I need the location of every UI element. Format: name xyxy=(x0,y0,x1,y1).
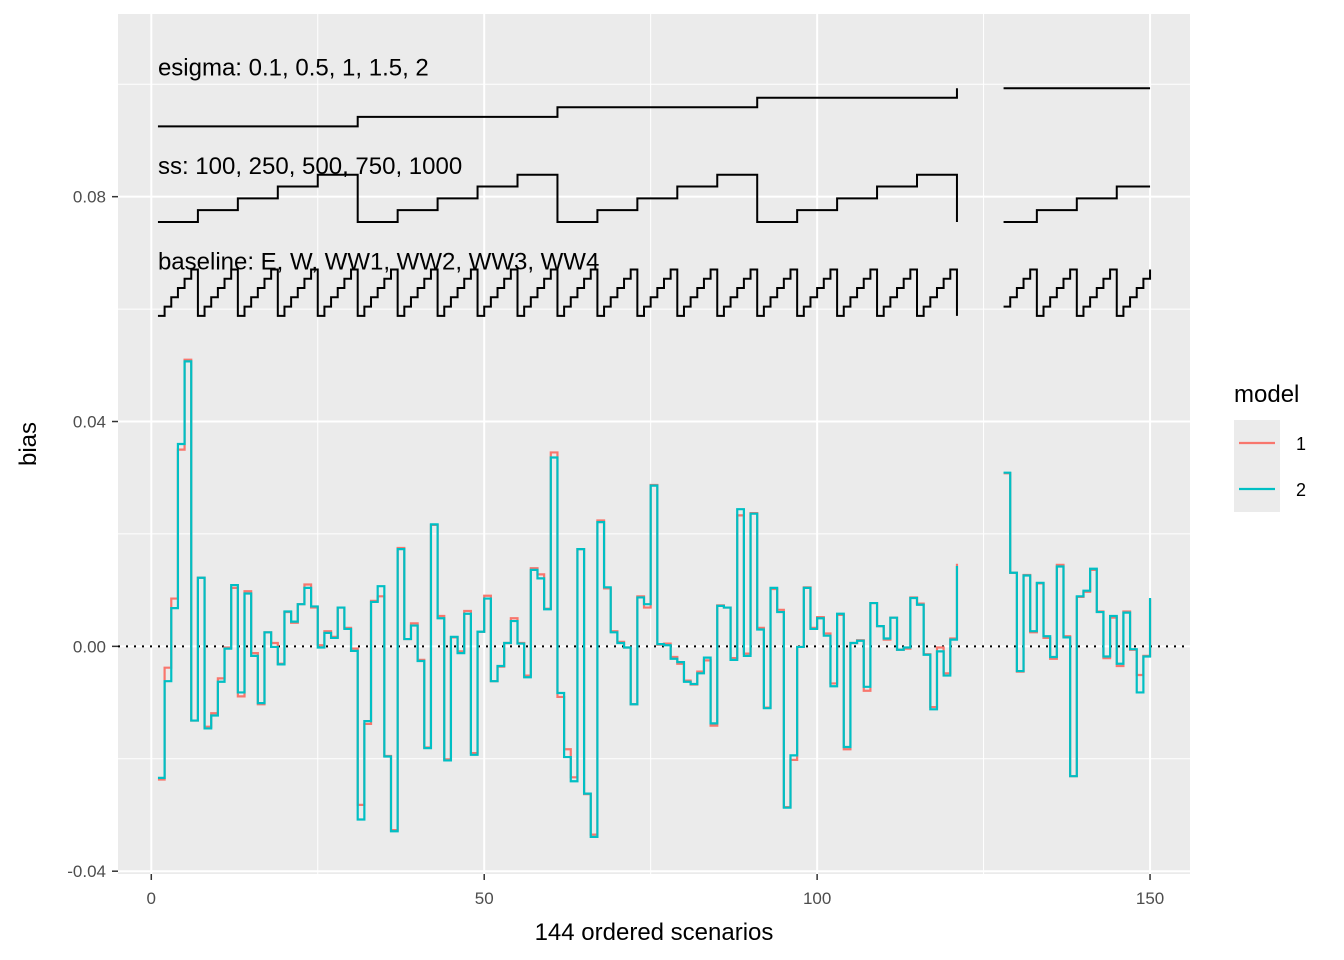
minor-gridlines xyxy=(118,14,1190,874)
axis-ticks: 0 50 100 150 -0.04 0.00 0.04 0.08 xyxy=(67,188,1164,908)
baseline-annotation: baseline: E, W, WW1, WW2, WW3, WW4 xyxy=(158,248,599,275)
x-tick-label: 50 xyxy=(475,889,494,908)
esigma-indicator xyxy=(157,88,958,128)
esigma-annotation: esigma: 0.1, 0.5, 1, 1.5, 2 xyxy=(158,54,429,81)
x-tick-label: 0 xyxy=(147,889,156,908)
legend-title: model xyxy=(1234,381,1299,408)
x-axis-title: 144 ordered scenarios xyxy=(535,919,774,946)
series-layer xyxy=(157,358,1152,839)
x-tick-label: 150 xyxy=(1136,889,1164,908)
baseline-indicator xyxy=(157,268,958,317)
y-tick-label: 0.00 xyxy=(73,637,106,656)
baseline-indicator xyxy=(1003,268,1152,317)
legend-label-model-2: 2 xyxy=(1296,480,1306,500)
ss-indicator xyxy=(157,173,958,223)
scenario-indicator-lines xyxy=(157,87,1152,317)
y-tick-label: 0.08 xyxy=(73,188,106,207)
y-tick-label: -0.04 xyxy=(67,862,106,881)
legend: model 1 2 xyxy=(1234,381,1306,512)
series-model-2-line xyxy=(1003,471,1152,778)
ss-annotation: ss: 100, 250, 500, 750, 1000 xyxy=(158,153,462,180)
y-axis-title: bias xyxy=(15,422,42,466)
series-model-2-line xyxy=(157,360,959,839)
ss-indicator xyxy=(1003,185,1151,223)
y-tick-label: 0.04 xyxy=(73,413,106,432)
legend-label-model-1: 1 xyxy=(1296,434,1306,454)
panel-background xyxy=(118,14,1190,874)
x-tick-label: 100 xyxy=(803,889,831,908)
